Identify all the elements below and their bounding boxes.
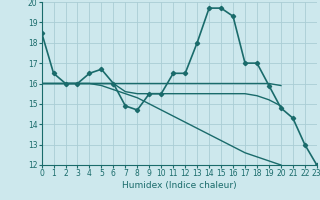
X-axis label: Humidex (Indice chaleur): Humidex (Indice chaleur) xyxy=(122,181,236,190)
